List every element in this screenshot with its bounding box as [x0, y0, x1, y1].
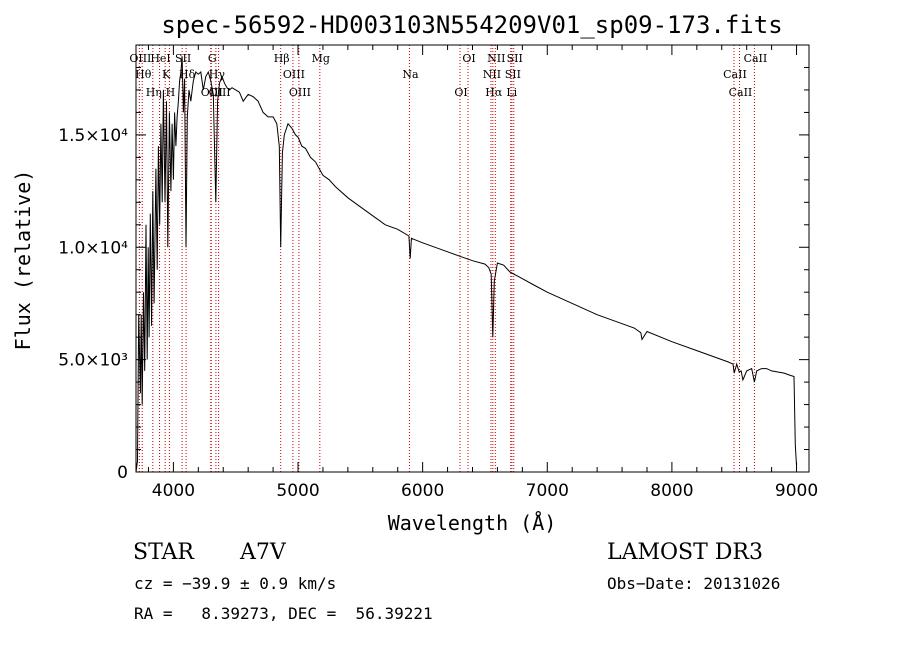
line-label: Hη	[146, 86, 162, 99]
line-label: OIII	[283, 68, 305, 81]
x-tick-label: 6000	[401, 481, 444, 501]
y-axis-label: Flux (relative)	[11, 170, 35, 351]
survey-name: LAMOST DR3	[607, 540, 763, 565]
line-label: OIII	[209, 86, 231, 99]
line-label: Hδ	[179, 68, 196, 81]
ra-dec-coordinates: RA = 8.39273, DEC = 56.39221	[134, 604, 433, 623]
spectral-line-markers: OIIIHθHηHeIKHSIIHδOIIIGHγOIIIHβOIIIOIIIM…	[129, 45, 767, 472]
x-tick-label: 5000	[276, 481, 319, 501]
line-label: K	[162, 68, 171, 81]
line-label: Mg	[312, 52, 330, 65]
line-label: CaII	[744, 52, 768, 65]
x-tick-label: 9000	[775, 481, 818, 501]
line-label: OIII	[289, 86, 311, 99]
line-label: SII	[175, 52, 191, 65]
line-label: NII	[483, 68, 501, 81]
line-label: NII	[487, 52, 505, 65]
x-tick-label: 8000	[650, 481, 693, 501]
y-tick-label: 1.0×10⁴	[58, 238, 128, 258]
x-axis-label: Wavelength (Å)	[388, 511, 557, 535]
line-label: Hβ	[274, 52, 290, 65]
object-subclass: A7V	[240, 540, 286, 565]
line-label: SII	[507, 52, 523, 65]
spectrum-series	[135, 56, 797, 473]
line-label: CaII	[723, 68, 747, 81]
y-tick-label: 5.0×10³	[58, 351, 128, 371]
line-label: SII	[505, 68, 521, 81]
y-tick-label: 0	[117, 463, 128, 483]
axes: 4000 5000 6000 7000 8000 9000 0 5.0×10³ 1.0×10⁴ 1…	[58, 44, 818, 501]
line-label: OI	[454, 86, 467, 99]
line-label: Li	[506, 86, 517, 99]
plot-frame	[135, 44, 810, 473]
redshift-velocity: cz = −39.9 ± 0.9 km/s	[134, 574, 337, 593]
line-label: OIII	[201, 86, 223, 99]
x-tick-label: 4000	[152, 481, 195, 501]
line-label: HeI	[150, 52, 170, 65]
line-label: OI	[462, 52, 475, 65]
series-line	[135, 56, 797, 473]
object-class: STAR	[133, 540, 194, 565]
line-label: OIII	[129, 52, 151, 65]
line-label: Na	[402, 68, 419, 81]
line-label: Hθ	[135, 68, 152, 81]
y-tick-label: 1.5×10⁴	[58, 126, 128, 146]
line-label: CaII	[729, 86, 753, 99]
chart-title: spec-56592-HD003103N554209V01_sp09-173.f…	[161, 11, 782, 39]
line-label: H	[166, 86, 176, 99]
observation-date: Obs−Date: 20131026	[607, 574, 781, 593]
line-label: G	[208, 52, 217, 65]
line-label: Hα	[485, 86, 503, 99]
x-tick-label: 7000	[526, 481, 569, 501]
